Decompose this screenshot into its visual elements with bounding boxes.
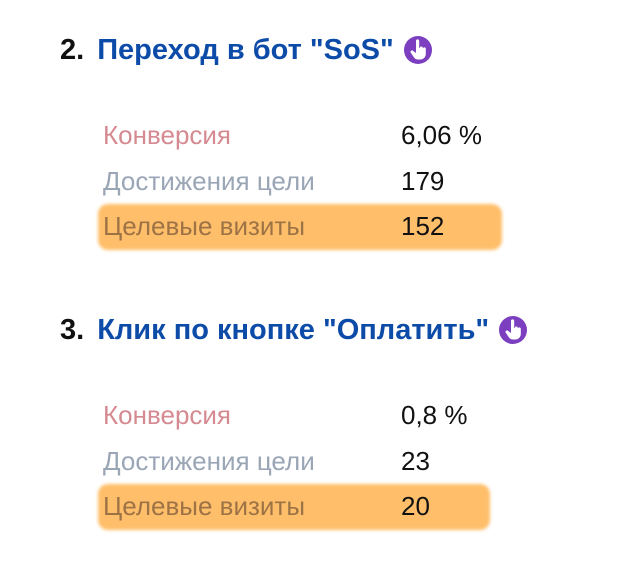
pointing-hand-icon (403, 36, 432, 64)
goal-number: 3. (60, 313, 85, 346)
highlight-marker (98, 484, 490, 530)
target-visits-row: Целевые визиты 20 (98, 484, 620, 530)
goal-title[interactable]: Клик по кнопке "Оплатить" (97, 313, 490, 346)
target-visits-value: 20 (401, 491, 430, 521)
conversion-label: Конверсия (103, 120, 232, 150)
conversion-value: 0,8 % (401, 400, 468, 430)
goal-title[interactable]: Переход в бот "SoS" (97, 33, 394, 66)
conversion-row: Конверсия 6,06 % (100, 115, 620, 155)
goal-achievements-value: 179 (401, 166, 445, 196)
goal-header: 2. Переход в бот "SoS" (60, 30, 432, 70)
goal-achievements-row: Достижения цели 179 (100, 161, 620, 201)
goal-achievements-row: Достижения цели 23 (100, 441, 620, 481)
conversion-row: Конверсия 0,8 % (100, 395, 620, 435)
target-visits-row: Целевые визиты 152 (98, 204, 620, 250)
target-visits-value: 152 (401, 211, 445, 241)
goal-achievements-label: Достижения цели (103, 446, 315, 476)
pointing-hand-icon (499, 316, 528, 344)
target-visits-label: Целевые визиты (103, 491, 306, 521)
goal-achievements-value: 23 (401, 446, 430, 476)
target-visits-label: Целевые визиты (103, 211, 306, 241)
conversion-value: 6,06 % (401, 120, 482, 150)
conversion-label: Конверсия (103, 400, 232, 430)
highlight-marker (98, 204, 502, 250)
goal-achievements-label: Достижения цели (103, 166, 315, 196)
goal-number: 2. (60, 33, 85, 66)
goal-header: 3. Клик по кнопке "Оплатить" (60, 310, 528, 350)
